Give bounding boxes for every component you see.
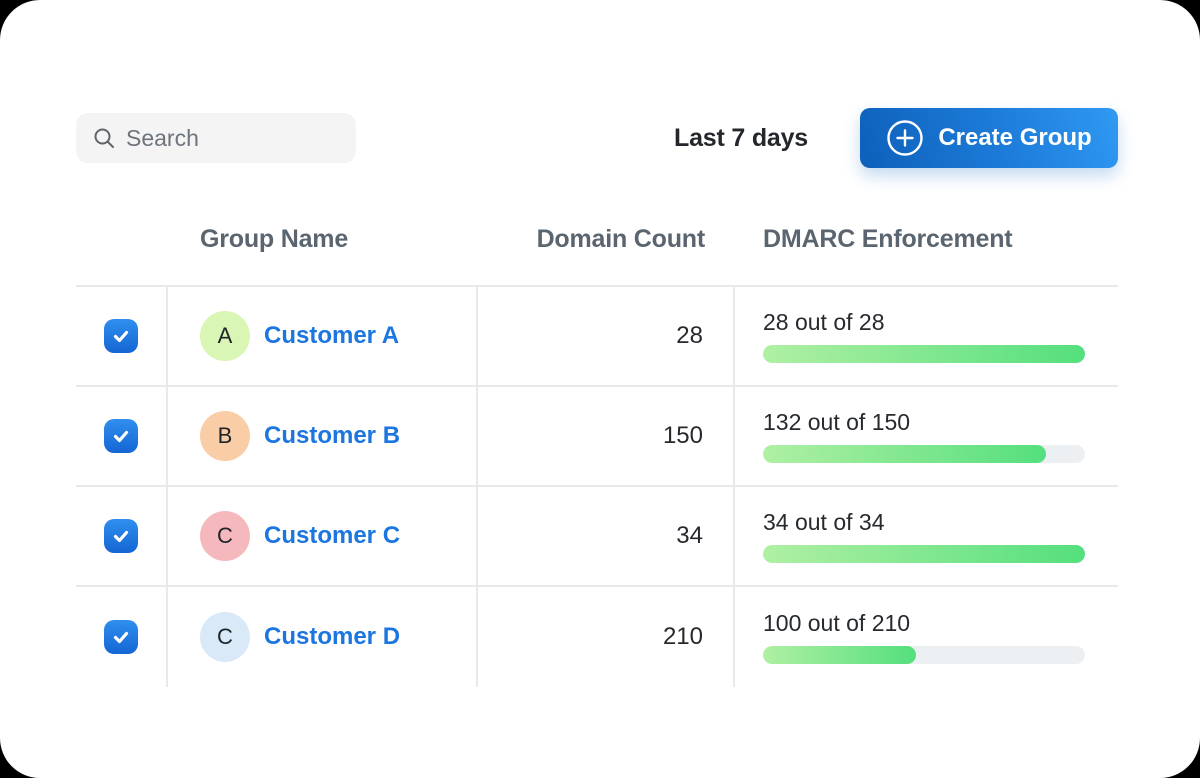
- header-select-column: [76, 225, 168, 287]
- table-row-cell: 100 out of 210: [735, 587, 1118, 687]
- avatar: A: [200, 311, 250, 361]
- progress-track: [763, 345, 1085, 363]
- enforcement-widget: 34 out of 34: [763, 509, 1118, 563]
- enforcement-widget: 132 out of 150: [763, 409, 1118, 463]
- group-name-link[interactable]: Customer A: [264, 322, 400, 349]
- enforcement-label: 34 out of 34: [763, 509, 885, 535]
- search-input[interactable]: [126, 124, 340, 152]
- domain-count-value: 210: [662, 623, 703, 650]
- header-dmarc-enforcement: DMARC Enforcement: [735, 225, 1118, 287]
- table-row-cell: B Customer B: [168, 387, 478, 487]
- domain-count-value: 28: [676, 322, 703, 349]
- enforcement-widget: 28 out of 28: [763, 309, 1118, 363]
- group-name-link[interactable]: Customer B: [264, 422, 401, 449]
- circle-plus-icon: [887, 120, 924, 156]
- groups-table: Group Name Domain Count DMARC Enforcemen…: [76, 225, 1118, 687]
- checkmark-icon: [113, 330, 129, 343]
- enforcement-label: 28 out of 28: [763, 309, 885, 335]
- table-row-cell: 210: [478, 587, 735, 687]
- table-row-cell: [76, 487, 168, 587]
- enforcement-label: 100 out of 210: [763, 610, 911, 636]
- table-row-cell: C Customer C: [168, 487, 478, 587]
- progress-fill: [763, 345, 1085, 363]
- table-row-cell: [76, 587, 168, 687]
- row-checkbox[interactable]: [104, 319, 138, 353]
- row-checkbox[interactable]: [104, 519, 138, 553]
- avatar: C: [200, 612, 250, 662]
- progress-track: [763, 646, 1085, 664]
- progress-fill: [763, 545, 1085, 563]
- table-row-cell: C Customer D: [168, 587, 478, 687]
- create-group-label: Create Group: [938, 124, 1092, 151]
- table-row-cell: [76, 287, 168, 387]
- search-box[interactable]: [76, 113, 356, 163]
- enforcement-label: 132 out of 150: [763, 409, 911, 435]
- table-row-cell: 34: [478, 487, 735, 587]
- create-group-button[interactable]: Create Group: [860, 108, 1118, 168]
- progress-track: [763, 445, 1085, 463]
- row-checkbox[interactable]: [104, 419, 138, 453]
- search-icon: [94, 128, 114, 148]
- header-group-name: Group Name: [168, 225, 478, 287]
- avatar: C: [200, 511, 250, 561]
- progress-fill: [763, 445, 1047, 463]
- table-row-cell: 150: [478, 387, 735, 487]
- enforcement-widget: 100 out of 210: [763, 610, 1118, 664]
- group-name-link[interactable]: Customer D: [264, 623, 401, 650]
- header-domain-count: Domain Count: [478, 225, 735, 287]
- table-row-cell: A Customer A: [168, 287, 478, 387]
- domain-count-value: 34: [676, 522, 703, 549]
- checkmark-icon: [113, 430, 129, 443]
- toolbar: Last 7 days Create Group: [76, 108, 1118, 168]
- table-row-cell: [76, 387, 168, 487]
- progress-track: [763, 545, 1085, 563]
- table-row-cell: 132 out of 150: [735, 387, 1118, 487]
- row-checkbox[interactable]: [104, 620, 138, 654]
- avatar: B: [200, 411, 250, 461]
- checkmark-icon: [113, 631, 129, 644]
- checkmark-icon: [113, 530, 129, 543]
- date-range-label[interactable]: Last 7 days: [674, 123, 808, 152]
- table-row-cell: 28: [478, 287, 735, 387]
- table-row-cell: 28 out of 28: [735, 287, 1118, 387]
- progress-fill: [763, 646, 917, 664]
- domain-count-value: 150: [662, 422, 703, 449]
- group-name-link[interactable]: Customer C: [264, 522, 401, 549]
- table-row-cell: 34 out of 34: [735, 487, 1118, 587]
